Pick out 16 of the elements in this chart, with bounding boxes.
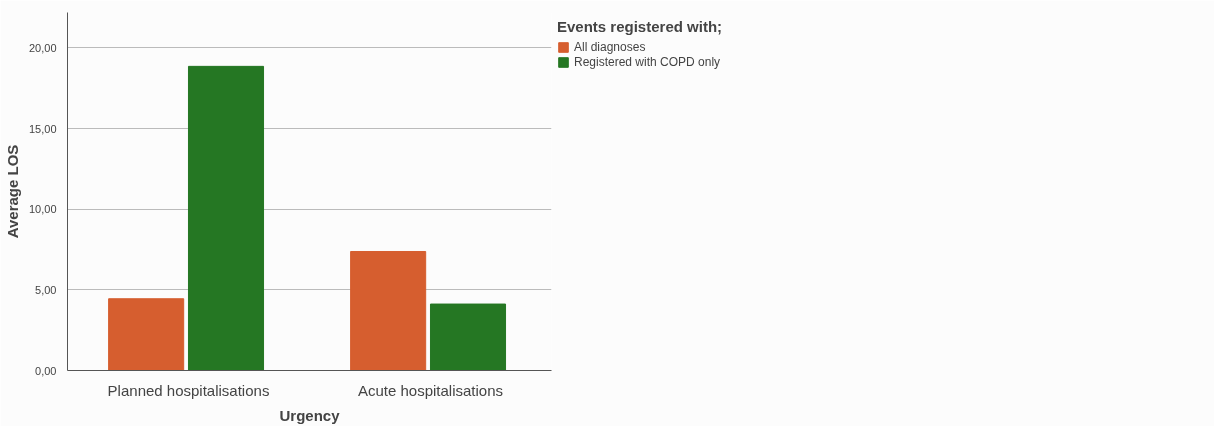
y-tick-label: 20,00 bbox=[28, 41, 57, 54]
x-axis-title: Urgency bbox=[279, 406, 341, 424]
x-tick-label: Acute hospitalisations bbox=[357, 381, 504, 399]
y-tick-label: 5,00 bbox=[35, 283, 57, 296]
legend-label: All diagnoses bbox=[574, 40, 646, 54]
legend-title: Events registered with; bbox=[557, 18, 723, 35]
bar bbox=[429, 303, 507, 371]
y-tick-label: 15,00 bbox=[28, 122, 57, 135]
bar bbox=[350, 250, 427, 371]
y-tick-label: 10,00 bbox=[28, 203, 57, 216]
legend-label: Registered with COPD only bbox=[574, 55, 721, 69]
bar bbox=[108, 298, 185, 371]
y-axis-title: Average LOS bbox=[3, 144, 21, 239]
y-tick-label: 0,00 bbox=[35, 364, 57, 377]
bar bbox=[187, 65, 265, 371]
x-tick-label: Planned hospitalisations bbox=[107, 381, 270, 399]
